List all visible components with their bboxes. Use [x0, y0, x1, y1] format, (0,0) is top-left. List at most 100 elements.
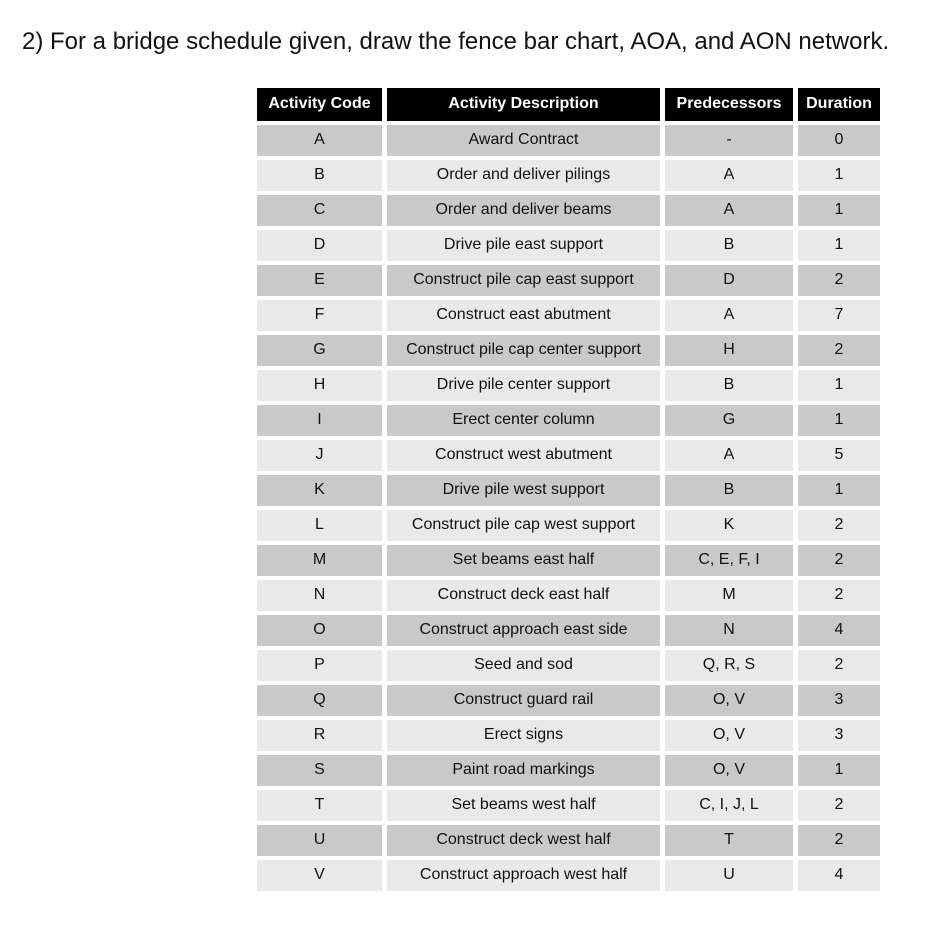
activity-code-cell: M: [257, 544, 382, 576]
predecessors-cell: T: [665, 824, 793, 856]
duration-cell: 0: [798, 124, 880, 156]
activity-description-cell: Construct west abutment: [387, 439, 660, 471]
activity-code-cell: N: [257, 579, 382, 611]
duration-cell: 7: [798, 299, 880, 331]
duration-cell: 1: [798, 474, 880, 506]
predecessors-cell: N: [665, 614, 793, 646]
activity-code-cell: O: [257, 614, 382, 646]
schedule-table: Activity Code Activity Description Prede…: [252, 84, 885, 895]
activity-description-cell: Award Contract: [387, 124, 660, 156]
predecessors-cell: O, V: [665, 754, 793, 786]
activity-code-cell: E: [257, 264, 382, 296]
duration-cell: 2: [798, 649, 880, 681]
predecessors-cell: H: [665, 334, 793, 366]
activity-code-cell: T: [257, 789, 382, 821]
predecessors-cell: O, V: [665, 719, 793, 751]
table-row: H Drive pile center support B 1: [257, 369, 880, 401]
predecessors-cell: C, I, J, L: [665, 789, 793, 821]
table-row: F Construct east abutment A 7: [257, 299, 880, 331]
activity-code-cell: V: [257, 859, 382, 891]
predecessors-cell: O, V: [665, 684, 793, 716]
activity-code-cell: S: [257, 754, 382, 786]
page-title: 2) For a bridge schedule given, draw the…: [22, 28, 890, 55]
activity-code-cell: Q: [257, 684, 382, 716]
table-row: K Drive pile west support B 1: [257, 474, 880, 506]
activity-code-cell: A: [257, 124, 382, 156]
activity-code-cell: I: [257, 404, 382, 436]
activity-description-cell: Order and deliver pilings: [387, 159, 660, 191]
predecessors-cell: K: [665, 509, 793, 541]
duration-cell: 1: [798, 754, 880, 786]
predecessors-cell: B: [665, 369, 793, 401]
activity-description-cell: Construct pile cap center support: [387, 334, 660, 366]
predecessors-cell: G: [665, 404, 793, 436]
activity-description-cell: Seed and sod: [387, 649, 660, 681]
activity-description-cell: Set beams east half: [387, 544, 660, 576]
duration-cell: 2: [798, 264, 880, 296]
activity-code-cell: H: [257, 369, 382, 401]
predecessors-cell: A: [665, 194, 793, 226]
duration-cell: 3: [798, 719, 880, 751]
duration-cell: 1: [798, 159, 880, 191]
duration-cell: 2: [798, 544, 880, 576]
header-activity-code: Activity Code: [257, 87, 382, 121]
activity-code-cell: F: [257, 299, 382, 331]
duration-cell: 2: [798, 334, 880, 366]
activity-code-cell: J: [257, 439, 382, 471]
table-row: U Construct deck west half T 2: [257, 824, 880, 856]
duration-cell: 2: [798, 789, 880, 821]
activity-description-cell: Construct pile cap west support: [387, 509, 660, 541]
header-duration: Duration: [798, 87, 880, 121]
duration-cell: 1: [798, 229, 880, 261]
table-row: G Construct pile cap center support H 2: [257, 334, 880, 366]
predecessors-cell: A: [665, 299, 793, 331]
activity-code-cell: K: [257, 474, 382, 506]
table-row: V Construct approach west half U 4: [257, 859, 880, 891]
table-row: L Construct pile cap west support K 2: [257, 509, 880, 541]
predecessors-cell: U: [665, 859, 793, 891]
table-row: O Construct approach east side N 4: [257, 614, 880, 646]
activity-description-cell: Order and deliver beams: [387, 194, 660, 226]
predecessors-cell: A: [665, 159, 793, 191]
activity-description-cell: Drive pile center support: [387, 369, 660, 401]
duration-cell: 4: [798, 859, 880, 891]
predecessors-cell: A: [665, 439, 793, 471]
activity-description-cell: Drive pile west support: [387, 474, 660, 506]
activity-description-cell: Erect signs: [387, 719, 660, 751]
activity-code-cell: U: [257, 824, 382, 856]
predecessors-cell: C, E, F, I: [665, 544, 793, 576]
activity-code-cell: C: [257, 194, 382, 226]
predecessors-cell: -: [665, 124, 793, 156]
duration-cell: 1: [798, 404, 880, 436]
duration-cell: 2: [798, 509, 880, 541]
duration-cell: 2: [798, 824, 880, 856]
duration-cell: 3: [798, 684, 880, 716]
activity-description-cell: Construct deck east half: [387, 579, 660, 611]
table-body: A Award Contract -0 B Order and deliver pili…: [257, 124, 880, 891]
duration-cell: 2: [798, 579, 880, 611]
activity-description-cell: Construct deck west half: [387, 824, 660, 856]
table-row: D Drive pile east support B 1: [257, 229, 880, 261]
activity-code-cell: P: [257, 649, 382, 681]
activity-description-cell: Construct guard rail: [387, 684, 660, 716]
predecessors-cell: Q, R, S: [665, 649, 793, 681]
table-row: A Award Contract -0: [257, 124, 880, 156]
predecessors-cell: M: [665, 579, 793, 611]
duration-cell: 5: [798, 439, 880, 471]
activity-code-cell: D: [257, 229, 382, 261]
activity-code-cell: L: [257, 509, 382, 541]
duration-cell: 4: [798, 614, 880, 646]
header-predecessors: Predecessors: [665, 87, 793, 121]
table-row: I Erect center column G 1: [257, 404, 880, 436]
table-row: E Construct pile cap east support D 2: [257, 264, 880, 296]
predecessors-cell: B: [665, 229, 793, 261]
duration-cell: 1: [798, 194, 880, 226]
table-row: N Construct deck east half M 2: [257, 579, 880, 611]
table-header-row: Activity Code Activity Description Prede…: [257, 87, 880, 121]
header-activity-description: Activity Description: [387, 87, 660, 121]
activity-code-cell: R: [257, 719, 382, 751]
